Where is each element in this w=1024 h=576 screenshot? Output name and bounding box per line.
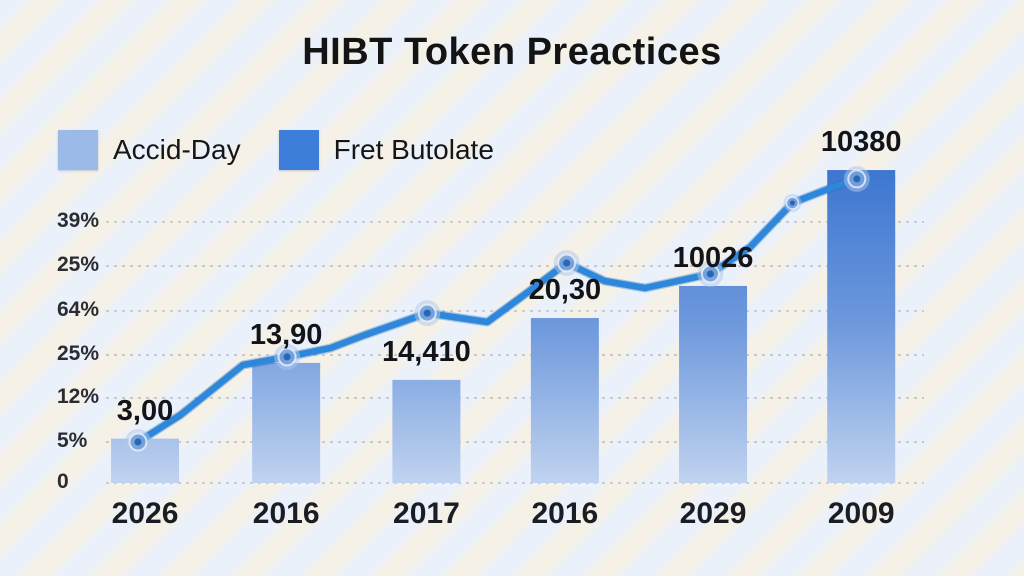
line-marker-core [853, 175, 861, 183]
x-tick-label: 2016 [252, 497, 320, 530]
bar-value-label: 3,00 [116, 394, 174, 427]
bar-value-label: 10380 [820, 126, 902, 159]
line-marker-core [283, 353, 291, 361]
bar [530, 318, 599, 483]
x-tick-label: 2009 [827, 497, 895, 530]
x-tick-label: 2017 [393, 497, 460, 530]
legend-swatch-accid-day [58, 130, 98, 170]
y-tick-label: 25% [57, 342, 100, 366]
line-marker-core [423, 309, 431, 317]
x-tick-label: 2029 [679, 497, 747, 530]
bar-value-label: 14,410 [382, 335, 471, 368]
bar [392, 379, 461, 483]
y-tick-label: 39% [57, 209, 100, 232]
bar-value-label: 20,30 [528, 274, 602, 307]
bar [679, 285, 748, 483]
legend: Accid-Day Fret Butolate [58, 130, 494, 170]
x-tick-label: 2016 [531, 497, 599, 530]
bar [827, 170, 896, 483]
bar [252, 362, 321, 483]
bar-value-label: 10026 [672, 241, 754, 274]
y-tick-label: 25% [57, 253, 100, 277]
y-tick-label: 0 [57, 470, 69, 493]
x-tick-label: 2026 [111, 497, 179, 530]
y-tick-label: 12% [57, 384, 100, 408]
bar-value-label: 13,90 [249, 318, 323, 351]
legend-item-fret-butolate: Fret Butolate [278, 130, 494, 170]
legend-item-accid-day: Accid-Day [58, 130, 241, 170]
chart-title: HIBT Token Preactices [302, 31, 722, 73]
line-marker-core [789, 200, 795, 206]
y-tick-label: 5% [57, 429, 88, 453]
y-tick-label: 64% [57, 298, 100, 321]
legend-label-fret-butolate: Fret Butolate [333, 134, 494, 165]
line-marker-core [563, 259, 571, 267]
legend-swatch-fret-butolate [278, 130, 319, 170]
legend-label-accid-day: Accid-Day [113, 134, 241, 165]
line-marker-core [706, 270, 714, 278]
line-marker-core [134, 438, 142, 446]
